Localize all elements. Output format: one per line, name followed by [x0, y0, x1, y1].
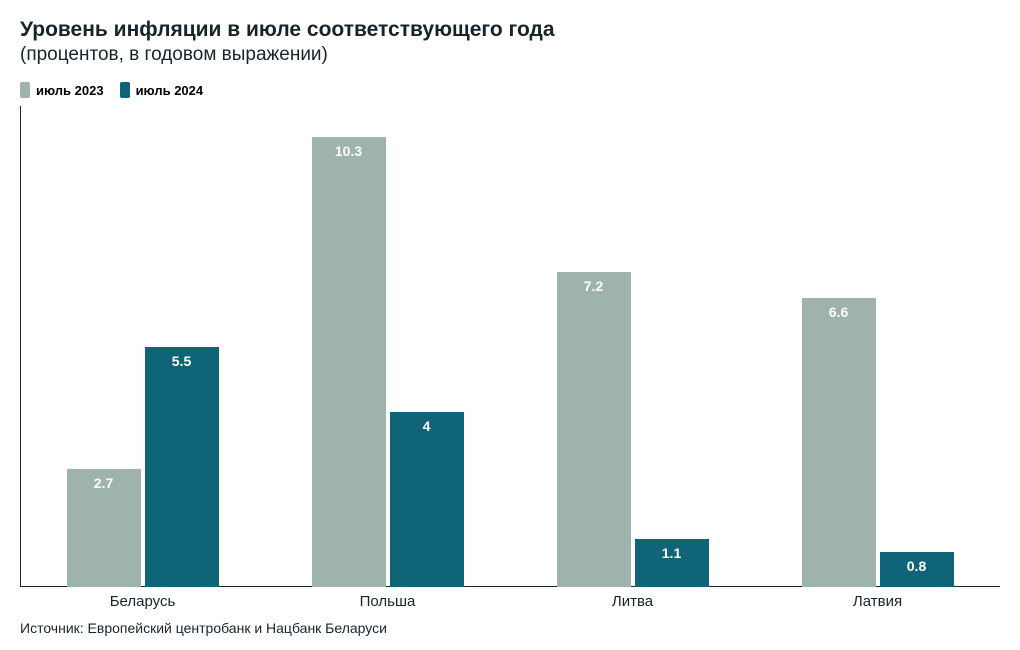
bar-value-label: 4	[390, 418, 464, 434]
x-axis-label: Польша	[265, 593, 510, 610]
bar: 1.1	[635, 539, 709, 587]
bar-group: 2.7 5.5	[20, 106, 265, 587]
bar: 6.6	[802, 298, 876, 587]
legend-swatch-1	[120, 82, 130, 98]
bar-value-label: 1.1	[635, 545, 709, 561]
legend-label-0: июль 2023	[36, 83, 104, 98]
bar: 4	[390, 412, 464, 587]
bar-value-label: 2.7	[67, 475, 141, 491]
legend-item-1: июль 2024	[120, 82, 204, 98]
bar-value-label: 5.5	[145, 353, 219, 369]
bar-group: 7.2 1.1	[510, 106, 755, 587]
bar-group: 10.34	[265, 106, 510, 587]
bar-value-label: 0.8	[880, 558, 954, 574]
bar-value-label: 10.3	[312, 143, 386, 159]
chart-title: Уровень инфляции в июле соответствующего…	[20, 18, 1000, 42]
legend-item-0: июль 2023	[20, 82, 104, 98]
x-axis-label: Латвия	[755, 593, 1000, 610]
legend: июль 2023 июль 2024	[20, 82, 1000, 98]
plot-area: 2.75.510.347.21.16.60.8 БеларусьПольшаЛи…	[20, 106, 1000, 610]
source-text: Источник: Европейский центробанк и Нацба…	[20, 620, 1000, 636]
x-axis-label: Литва	[510, 593, 755, 610]
bar-value-label: 6.6	[802, 304, 876, 320]
bar: 0.8	[880, 552, 954, 587]
x-axis-labels: БеларусьПольшаЛитваЛатвия	[20, 593, 1000, 610]
bar-group: 6.6 0.8	[755, 106, 1000, 587]
bar: 2.7	[67, 469, 141, 587]
chart-subtitle: (процентов, в годовом выражении)	[20, 44, 1000, 66]
legend-swatch-0	[20, 82, 30, 98]
x-axis-label: Беларусь	[20, 593, 265, 610]
chart-container: Уровень инфляции в июле соответствующего…	[0, 0, 1020, 650]
plot: 2.75.510.347.21.16.60.8	[20, 106, 1000, 587]
legend-label-1: июль 2024	[136, 83, 204, 98]
bar-value-label: 7.2	[557, 278, 631, 294]
bar: 5.5	[145, 347, 219, 588]
bar: 7.2	[557, 272, 631, 587]
bar: 10.3	[312, 137, 386, 587]
bar-groups: 2.75.510.347.21.16.60.8	[20, 106, 1000, 587]
